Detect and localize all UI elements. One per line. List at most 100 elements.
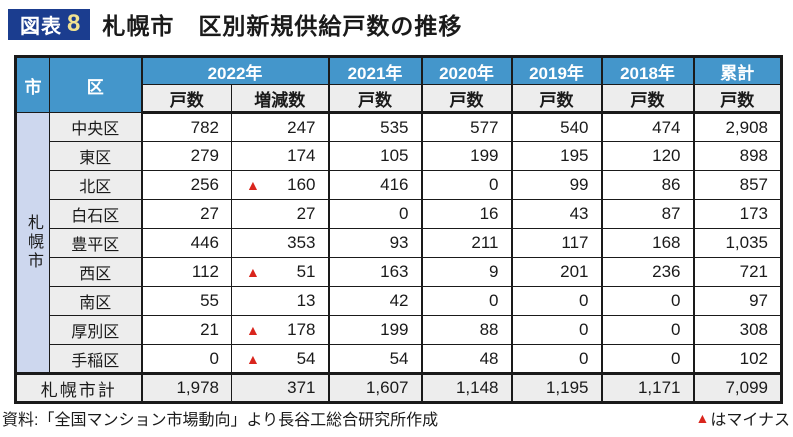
ward-name-cell: 中央区: [49, 112, 142, 142]
units-cell: 105: [327, 141, 423, 171]
units-cell: 99: [510, 170, 603, 200]
subheader-units-2018: 戸数: [600, 84, 695, 114]
change-cell: ▲247: [230, 112, 330, 142]
units-cell: 535: [327, 112, 423, 142]
change-value: 160: [287, 175, 316, 194]
figure-tag: 図表 8: [8, 8, 91, 40]
units-cell: 279: [140, 141, 232, 171]
change-cell: ▲13: [230, 286, 330, 316]
units-cell: 416: [327, 170, 423, 200]
units-cell: 120: [600, 141, 695, 171]
units-cell: 474: [600, 112, 695, 142]
subheader-units-2021: 戸数: [327, 84, 423, 114]
change-cell: ▲ 54: [230, 344, 330, 374]
source-note: 資料:「全国マンション市場動向」より長谷工総合研究所作成: [2, 412, 439, 429]
header-cumulative: 累計: [692, 56, 783, 85]
table-row: 北区 256 ▲ 160 416 0 99 86 857: [16, 170, 783, 200]
change-cell: ▲27: [230, 199, 330, 229]
negative-triangle-icon: ▲: [246, 177, 260, 193]
change-value: 13: [296, 291, 316, 310]
units-cell: 112: [140, 257, 232, 287]
units-cell: 857: [692, 170, 783, 200]
header-row-subs: 戸数 増減数 戸数 戸数 戸数 戸数 戸数: [16, 84, 783, 114]
units-cell: 16: [420, 199, 513, 229]
figure-tag-label: 図表: [20, 15, 62, 38]
change-value: 178: [287, 320, 316, 339]
header-2022: 2022年: [140, 56, 330, 85]
header-row-years: 市 区 2022年 2021年 2020年 2019年 2018年 累計: [15, 56, 783, 113]
units-cell: 97: [692, 286, 783, 316]
change-cell: ▲ 178: [230, 315, 330, 345]
units-cell: 577: [420, 112, 513, 142]
units-cell: 898: [692, 141, 783, 171]
units-cell: 308: [692, 315, 783, 345]
negative-triangle-icon: ▲: [695, 410, 710, 426]
change-value: 371: [287, 378, 316, 397]
supply-table: 市 区 2022年 2021年 2020年 2019年 2018年 累計 戸数 …: [14, 55, 784, 404]
ward-name-cell: 南区: [49, 286, 142, 316]
ward-name-cell: 北区: [49, 170, 142, 200]
units-cell: 1,195: [510, 372, 603, 403]
units-cell: 236: [600, 257, 695, 287]
units-cell: 1,607: [327, 372, 423, 403]
header-2020: 2020年: [420, 56, 513, 85]
units-cell: 256: [140, 170, 232, 200]
units-cell: 93: [327, 228, 423, 258]
city-merged-cell: 札幌市: [15, 112, 50, 374]
units-cell: 27: [140, 199, 232, 229]
ward-name-cell: 東区: [49, 141, 142, 171]
footer: 資料:「全国マンション市場動向」より長谷工総合研究所作成 ▲ はマイナス: [2, 406, 790, 430]
units-cell: 0: [510, 344, 603, 374]
units-cell: 54: [327, 344, 423, 374]
change-cell: ▲174: [230, 141, 330, 171]
units-cell: 1,978: [140, 372, 232, 403]
units-cell: 0: [600, 344, 695, 374]
units-cell: 2,908: [692, 112, 783, 142]
change-value: 54: [296, 348, 316, 368]
change-cell: ▲ 51: [230, 257, 330, 287]
subheader-units-cumulative: 戸数: [692, 84, 783, 114]
units-cell: 0: [140, 344, 232, 374]
units-cell: 721: [692, 257, 783, 287]
change-value: 174: [287, 146, 316, 165]
subheader-units-2020: 戸数: [420, 84, 513, 114]
units-cell: 102: [692, 344, 783, 374]
legend-note-text: はマイナス: [710, 412, 790, 429]
units-cell: 0: [420, 286, 513, 316]
units-cell: 0: [600, 286, 695, 316]
units-cell: 782: [140, 112, 232, 142]
table-header: 市 区 2022年 2021年 2020年 2019年 2018年 累計 戸数 …: [15, 56, 783, 114]
units-cell: 43: [510, 199, 603, 229]
header-2018: 2018年: [600, 56, 695, 85]
ward-name-cell: 手稲区: [49, 344, 142, 374]
figure-tag-number: 8: [67, 10, 81, 37]
units-cell: 7,099: [692, 372, 783, 403]
total-label-cell: 札幌市計: [15, 372, 142, 403]
units-cell: 88: [420, 315, 513, 345]
negative-triangle-icon: ▲: [246, 350, 260, 367]
units-cell: 173: [692, 199, 783, 229]
header-2021: 2021年: [327, 56, 423, 85]
subheader-units-2019: 戸数: [510, 84, 603, 114]
units-cell: 0: [327, 199, 423, 229]
units-cell: 87: [600, 199, 695, 229]
units-cell: 21: [140, 315, 232, 345]
units-cell: 199: [420, 141, 513, 171]
table-row: 手稲区 0 ▲ 54 54 48 0 0 102: [16, 344, 783, 374]
change-value: 247: [287, 117, 316, 137]
units-cell: 1,035: [692, 228, 783, 258]
header-2019: 2019年: [510, 56, 603, 85]
change-value: 51: [296, 262, 316, 281]
change-cell: ▲353: [230, 228, 330, 258]
subheader-units-2022: 戸数: [140, 84, 232, 114]
units-cell: 42: [327, 286, 423, 316]
page-title: 札幌市 区別新規供給戸数の推移: [102, 13, 463, 39]
table-body: 札幌市中央区782▲2475355775404742,908東区279▲1741…: [15, 112, 783, 403]
units-cell: 211: [420, 228, 513, 258]
